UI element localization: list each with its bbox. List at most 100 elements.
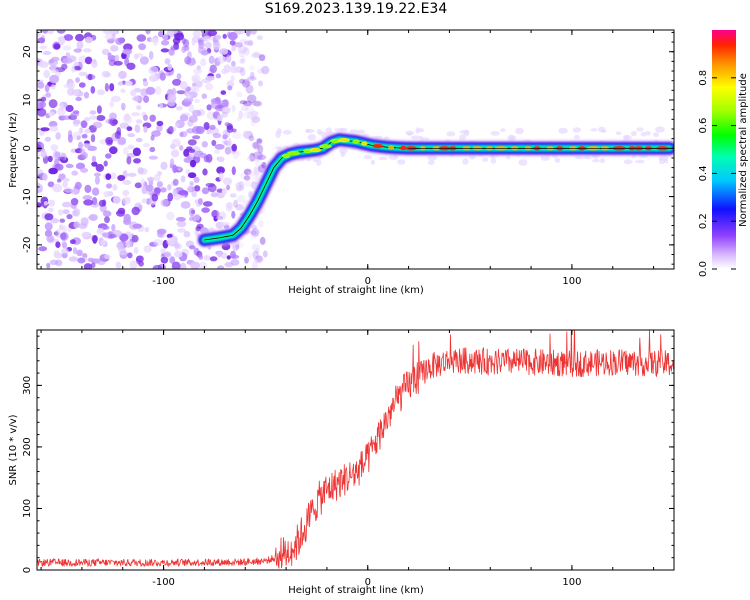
noise-blob xyxy=(236,91,243,98)
noise-blob xyxy=(518,159,528,166)
noise-blob xyxy=(121,102,126,111)
noise-blob xyxy=(209,64,217,74)
noise-blob xyxy=(43,201,48,206)
noise-blob xyxy=(357,129,366,134)
noise-blob xyxy=(131,234,139,243)
noise-blob xyxy=(53,43,61,50)
y-tick-label: 300 xyxy=(22,376,33,395)
noise-blob xyxy=(44,213,54,221)
noise-blob xyxy=(69,239,76,245)
noise-blob xyxy=(173,250,183,258)
noise-blob xyxy=(208,55,215,64)
noise-blob xyxy=(193,86,200,93)
noise-blob xyxy=(174,32,185,41)
noise-blob xyxy=(254,161,262,167)
noise-blob xyxy=(635,159,645,164)
colorbar-label: Normalized spectral amplitude xyxy=(738,73,749,227)
noise-blob xyxy=(73,65,81,71)
snr-y-tick-labels: 0 100 200 300 xyxy=(22,376,33,573)
noise-blob xyxy=(91,59,98,68)
noise-blob xyxy=(186,93,192,99)
noise-blob xyxy=(180,262,187,269)
noise-blob xyxy=(623,159,633,165)
noise-blob xyxy=(231,210,236,219)
noise-blob xyxy=(170,149,180,158)
noise-blob xyxy=(44,136,52,142)
noise-blob xyxy=(111,33,116,42)
noise-blob xyxy=(83,199,94,206)
noise-blob xyxy=(200,50,209,56)
noise-blob xyxy=(105,137,114,145)
noise-blob xyxy=(104,216,110,224)
noise-blob xyxy=(207,30,218,37)
noise-blob xyxy=(305,128,311,133)
noise-blob xyxy=(257,144,264,154)
noise-blob xyxy=(257,154,267,161)
noise-blob xyxy=(623,134,632,141)
noise-blob xyxy=(89,115,98,120)
noise-blob xyxy=(349,129,358,133)
noise-blob xyxy=(250,230,257,236)
noise-blob xyxy=(150,134,155,141)
noise-blob xyxy=(41,96,47,102)
noise-blob xyxy=(655,126,665,133)
noise-blob xyxy=(224,146,231,155)
figure-title: S169.2023.139.19.22.E34 xyxy=(264,1,448,17)
noise-blob xyxy=(257,151,264,161)
snr-ticks xyxy=(37,330,674,571)
noise-blob xyxy=(415,127,420,134)
noise-blob xyxy=(252,250,259,259)
noise-blob xyxy=(256,35,263,41)
noise-blob xyxy=(50,84,56,90)
noise-blob xyxy=(183,230,191,238)
noise-blob xyxy=(219,221,230,226)
noise-blob xyxy=(247,155,257,160)
noise-blob xyxy=(201,187,210,195)
noise-blob xyxy=(84,117,91,122)
noise-blob xyxy=(104,33,113,40)
noise-blob xyxy=(176,73,182,80)
noise-blob xyxy=(236,116,242,122)
snr-xlabel: Height of straight line (km) xyxy=(288,585,424,596)
noise-blob xyxy=(205,75,215,81)
spectrogram-y-tick-labels: -20 -10 0 10 20 xyxy=(22,45,33,253)
noise-blob xyxy=(243,130,254,139)
spectrogram-xlabel: Height of straight line (km) xyxy=(288,285,424,296)
noise-blob xyxy=(174,241,180,249)
noise-blob xyxy=(167,192,174,202)
noise-blob xyxy=(136,105,142,111)
noise-blob xyxy=(507,134,515,142)
noise-blob xyxy=(134,53,144,58)
noise-blob xyxy=(253,165,262,175)
noise-blob xyxy=(238,181,245,190)
noise-blob xyxy=(583,155,592,160)
noise-blob xyxy=(62,45,72,51)
noise-blob xyxy=(76,40,84,50)
noise-blob xyxy=(47,181,55,188)
noise-blob xyxy=(152,264,163,269)
noise-blob xyxy=(506,155,511,160)
noise-blob xyxy=(90,134,96,143)
noise-blob xyxy=(251,52,261,59)
noise-blob xyxy=(144,227,150,233)
noise-blob xyxy=(206,104,212,111)
noise-blob xyxy=(66,214,73,220)
noise-blob xyxy=(112,184,118,191)
noise-blob xyxy=(226,54,232,63)
noise-blob xyxy=(117,175,126,181)
noise-blob xyxy=(229,65,238,74)
noise-blob xyxy=(188,115,198,123)
ridge-hotspot xyxy=(319,144,332,149)
noise-blob xyxy=(260,162,267,169)
noise-blob xyxy=(244,256,249,264)
y-tick-label: 10 xyxy=(22,94,33,107)
y-tick-label: -20 xyxy=(22,237,33,253)
noise-blob xyxy=(62,181,68,188)
noise-blob xyxy=(115,261,122,269)
noise-blob xyxy=(65,163,74,169)
noise-blob xyxy=(80,120,88,129)
noise-blob xyxy=(166,211,175,221)
noise-blob xyxy=(235,182,242,192)
noise-blob xyxy=(131,206,140,216)
noise-blob xyxy=(212,132,222,139)
